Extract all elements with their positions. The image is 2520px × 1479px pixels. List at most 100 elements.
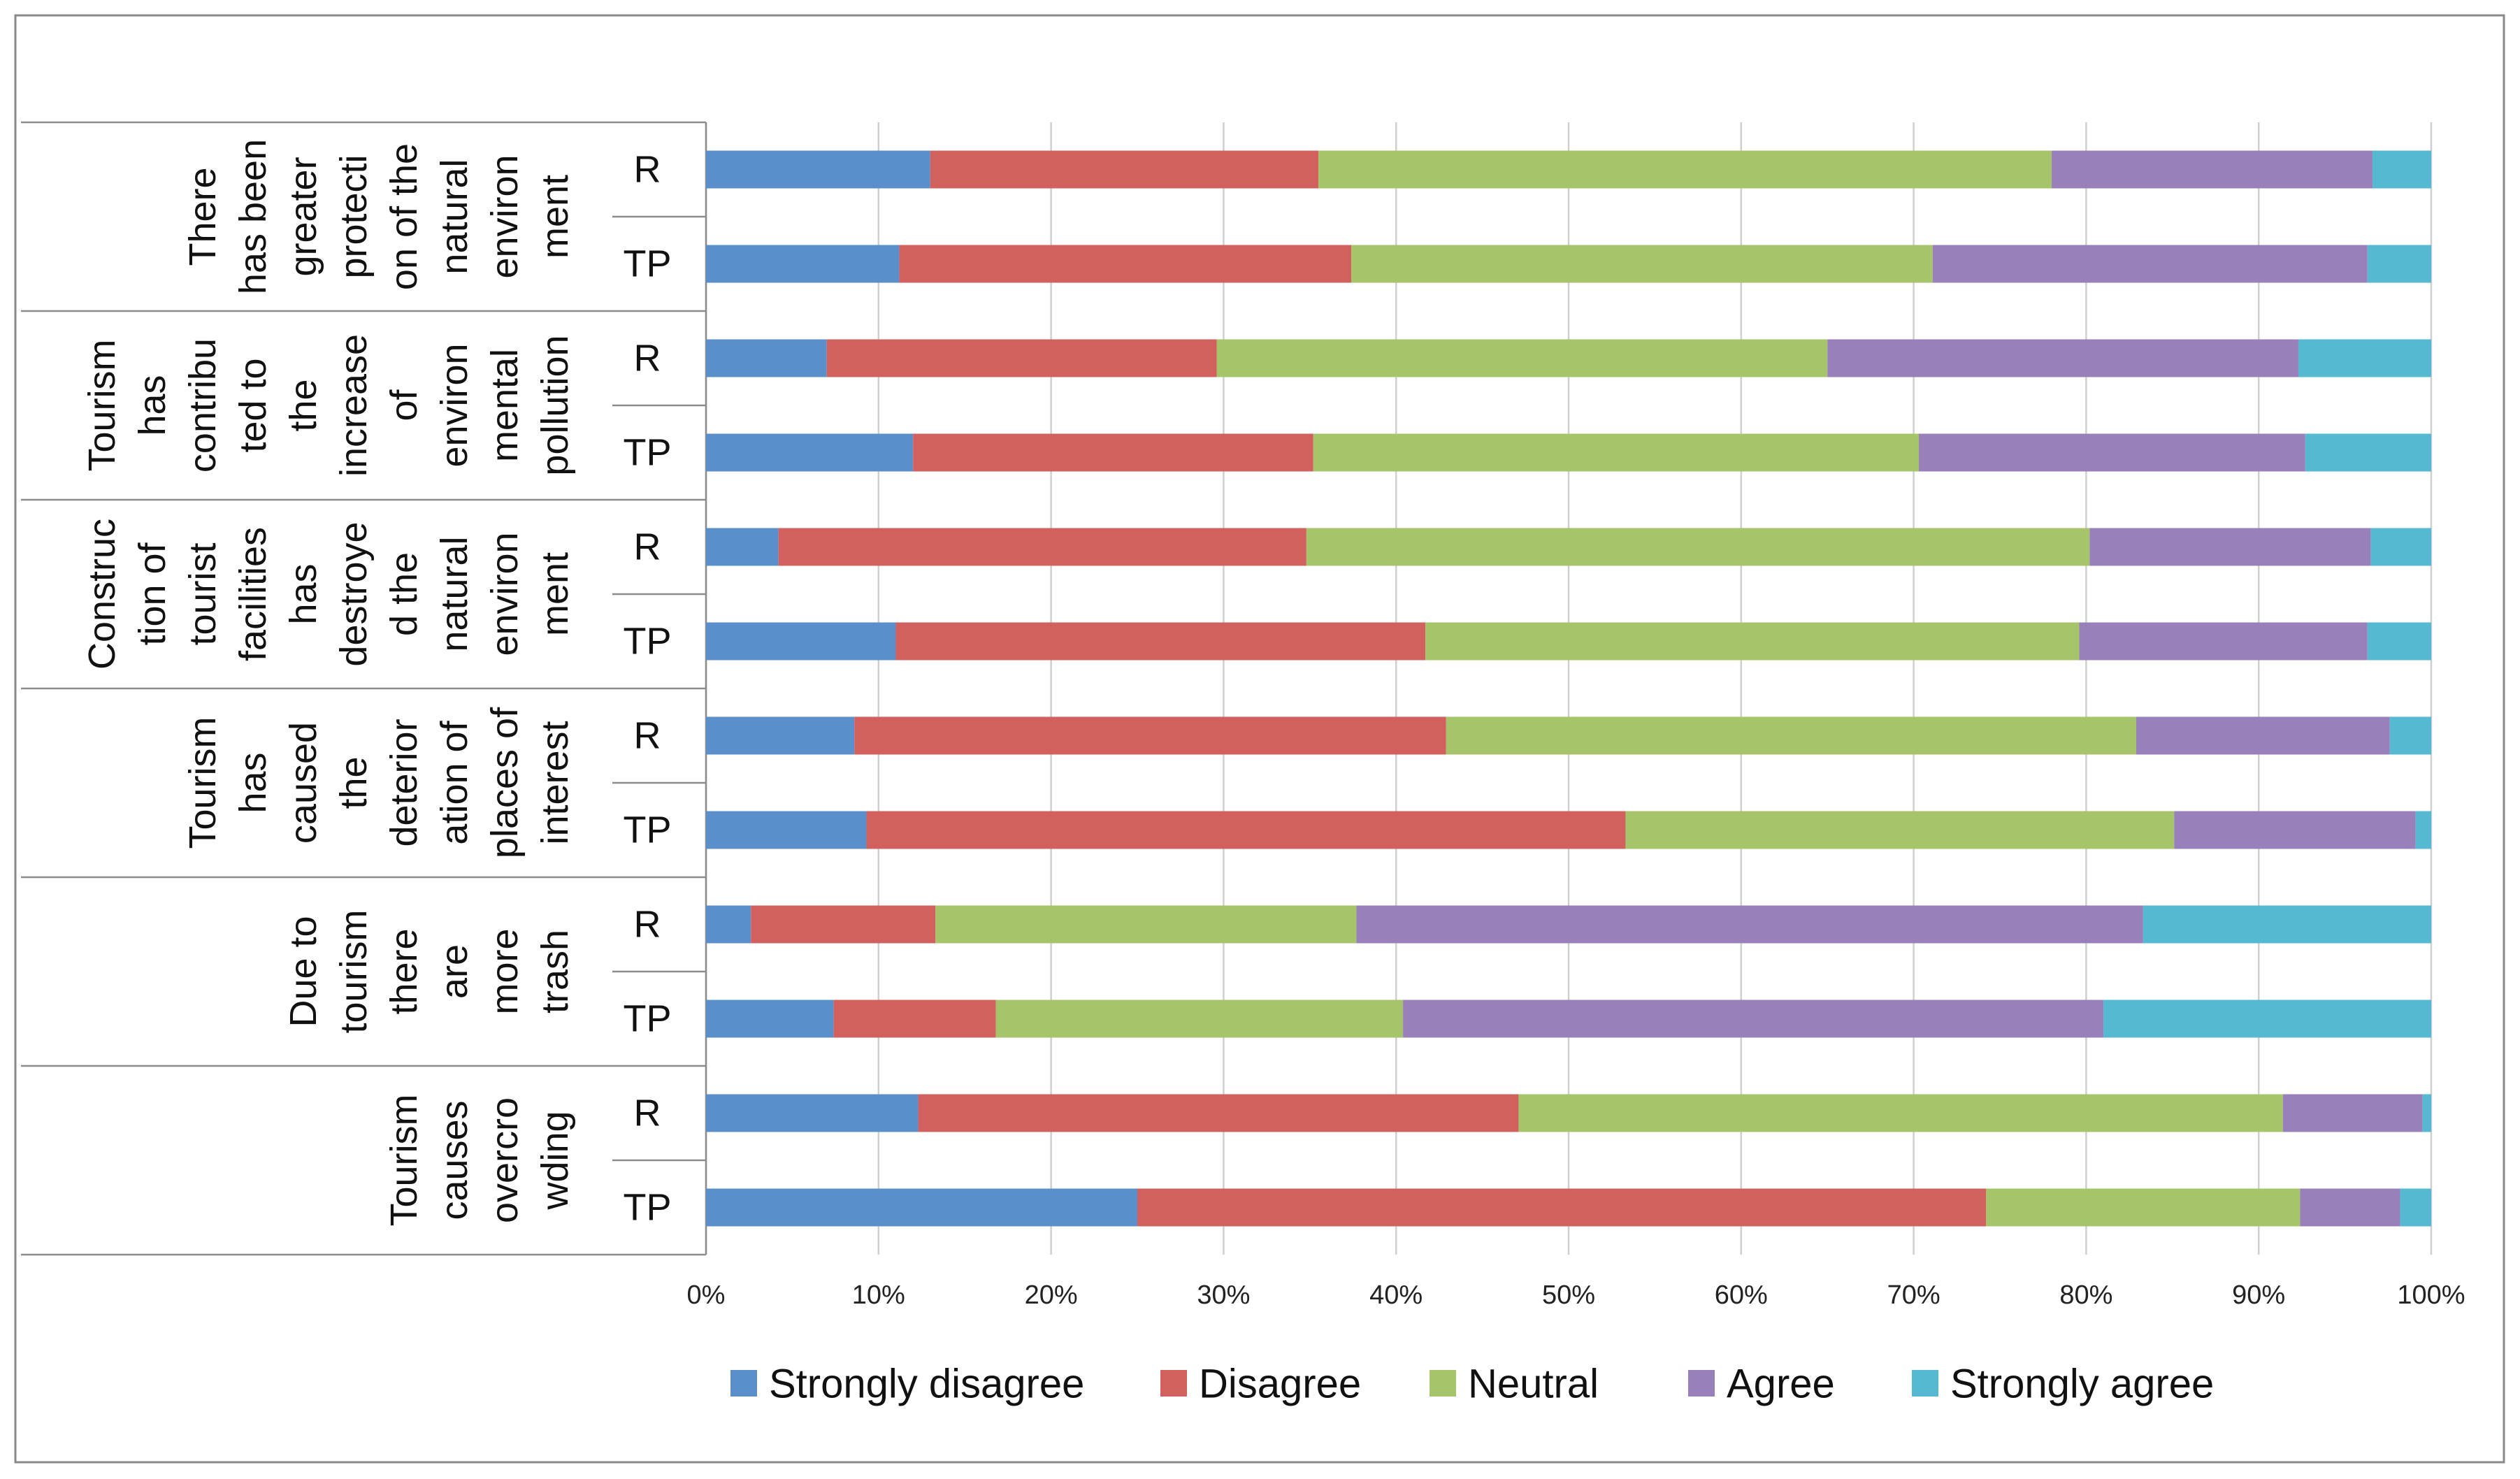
question-label-line: Construc bbox=[81, 519, 123, 670]
bar-segment-strongly-disagree bbox=[706, 1094, 919, 1132]
bar-segment-agree bbox=[2136, 716, 2390, 755]
bar-segment-agree bbox=[2174, 811, 2416, 849]
bar-segment-agree bbox=[1919, 433, 2305, 472]
row-label: TP bbox=[623, 1187, 671, 1229]
legend-label: Disagree bbox=[1199, 1362, 1361, 1407]
bar-segment-disagree bbox=[895, 622, 1426, 661]
bar-segment-agree bbox=[2089, 528, 2371, 566]
bar-segment-disagree bbox=[899, 245, 1352, 283]
bar-segment-agree bbox=[2300, 1188, 2400, 1227]
bar-segment-neutral bbox=[1351, 245, 1933, 283]
question-label-line: interest bbox=[534, 721, 576, 844]
bar-segment-strongly-agree bbox=[2373, 150, 2431, 189]
row-label: R bbox=[634, 715, 661, 757]
bar-segment-strongly-agree bbox=[2367, 245, 2431, 283]
x-tick-label: 70% bbox=[1887, 1280, 1941, 1310]
bar-segment-disagree bbox=[751, 905, 936, 944]
question-label-line: increase bbox=[333, 334, 375, 477]
bar-segment-strongly-disagree bbox=[706, 245, 900, 283]
bar-segment-strongly-disagree bbox=[706, 1000, 834, 1038]
question-label-line: Tourism bbox=[182, 716, 224, 849]
bar-segment-strongly-agree bbox=[2422, 1094, 2431, 1132]
question-label-line: ment bbox=[534, 175, 576, 259]
legend-label: Strongly agree bbox=[1950, 1362, 2214, 1407]
x-tick-label: 0% bbox=[687, 1280, 726, 1310]
bar-segment-agree bbox=[2052, 150, 2373, 189]
bar-segment-strongly-agree bbox=[2305, 433, 2431, 472]
bar-segment-strongly-disagree bbox=[706, 1188, 1137, 1227]
row-label: TP bbox=[623, 998, 671, 1040]
question-label-line: ment bbox=[534, 552, 576, 636]
question-label-line: caused bbox=[282, 722, 324, 844]
question-label-line: Due to bbox=[282, 916, 324, 1027]
question-label-line: tion of bbox=[131, 542, 173, 645]
bar-segment-disagree bbox=[930, 150, 1319, 189]
bar-segment-strongly-agree bbox=[2370, 528, 2431, 566]
question-label-line: natural bbox=[433, 536, 475, 651]
question-label-line: tourist bbox=[182, 542, 224, 645]
question-label-line: places of bbox=[484, 707, 526, 858]
bar-segment-disagree bbox=[1137, 1188, 1987, 1227]
row-label: R bbox=[634, 338, 661, 380]
question-label-line: has bbox=[282, 563, 324, 624]
question-label-line: ted to bbox=[232, 358, 274, 452]
bar-segment-disagree bbox=[918, 1094, 1519, 1132]
x-tick-label: 90% bbox=[2232, 1280, 2285, 1310]
x-tick-label: 40% bbox=[1369, 1280, 1423, 1310]
legend-label: Neutral bbox=[1468, 1362, 1599, 1407]
x-tick-label: 80% bbox=[2059, 1280, 2112, 1310]
bar-segment-agree bbox=[1827, 339, 2298, 377]
row-label: TP bbox=[623, 621, 671, 663]
question-label-line: wding bbox=[534, 1111, 576, 1210]
question-label-line: has bbox=[131, 375, 173, 435]
x-tick-label: 50% bbox=[1542, 1280, 1595, 1310]
question-label-line: environ bbox=[433, 343, 475, 467]
question-label-line: more bbox=[484, 928, 526, 1014]
question-label-line: there bbox=[383, 928, 425, 1014]
row-label: TP bbox=[623, 432, 671, 474]
row-label: R bbox=[634, 149, 661, 191]
bar-segment-neutral bbox=[1625, 811, 2175, 849]
question-label-line: destroye bbox=[333, 521, 375, 666]
bar-segment-strongly-disagree bbox=[706, 905, 751, 944]
question-label-line: the bbox=[333, 756, 375, 809]
bar-segment-strongly-agree bbox=[2400, 1188, 2431, 1227]
question-label-line: environ bbox=[484, 532, 526, 656]
bar-segment-agree bbox=[1356, 905, 2143, 944]
question-label-line: environ bbox=[484, 154, 526, 278]
bar-segment-strongly-agree bbox=[2103, 1000, 2431, 1038]
question-label-line: has been bbox=[232, 139, 274, 294]
bar-segment-neutral bbox=[1313, 433, 1920, 472]
bar-segment-neutral bbox=[1306, 528, 2090, 566]
bar-segment-disagree bbox=[833, 1000, 996, 1038]
bar-segment-disagree bbox=[913, 433, 1313, 472]
legend-swatch bbox=[1912, 1370, 1938, 1397]
bar-segment-disagree bbox=[826, 339, 1217, 377]
bar-segment-disagree bbox=[866, 811, 1626, 849]
bar-segment-agree bbox=[1932, 245, 2368, 283]
legend-label: Strongly disagree bbox=[769, 1362, 1084, 1407]
question-label-line: mental bbox=[484, 349, 526, 462]
question-label-line: ation of bbox=[433, 720, 475, 844]
bar-segment-neutral bbox=[1446, 716, 2136, 755]
legend-swatch bbox=[1430, 1370, 1456, 1397]
row-label: TP bbox=[623, 243, 671, 285]
legend-label: Agree bbox=[1727, 1362, 1835, 1407]
row-labels: R TP R TP R TP R TP R TP R TP bbox=[623, 149, 671, 1229]
bar-segment-neutral bbox=[935, 905, 1357, 944]
question-label-line: deterior bbox=[383, 719, 425, 846]
question-label-line: Tourism bbox=[81, 339, 123, 471]
bar-segment-agree bbox=[1403, 1000, 2104, 1038]
bar-segment-neutral bbox=[1216, 339, 1828, 377]
bar-segment-strongly-agree bbox=[2143, 905, 2431, 944]
x-tick-label: 10% bbox=[852, 1280, 905, 1310]
bar-segment-strongly-disagree bbox=[706, 811, 867, 849]
bar-segment-strongly-disagree bbox=[706, 339, 827, 377]
question-label-line: facilities bbox=[232, 527, 274, 661]
bar-segment-disagree bbox=[854, 716, 1446, 755]
question-label-line: greater bbox=[282, 157, 324, 276]
legend-swatch bbox=[1688, 1370, 1715, 1397]
bars bbox=[706, 150, 2431, 1227]
question-label-line: d the bbox=[383, 552, 425, 636]
